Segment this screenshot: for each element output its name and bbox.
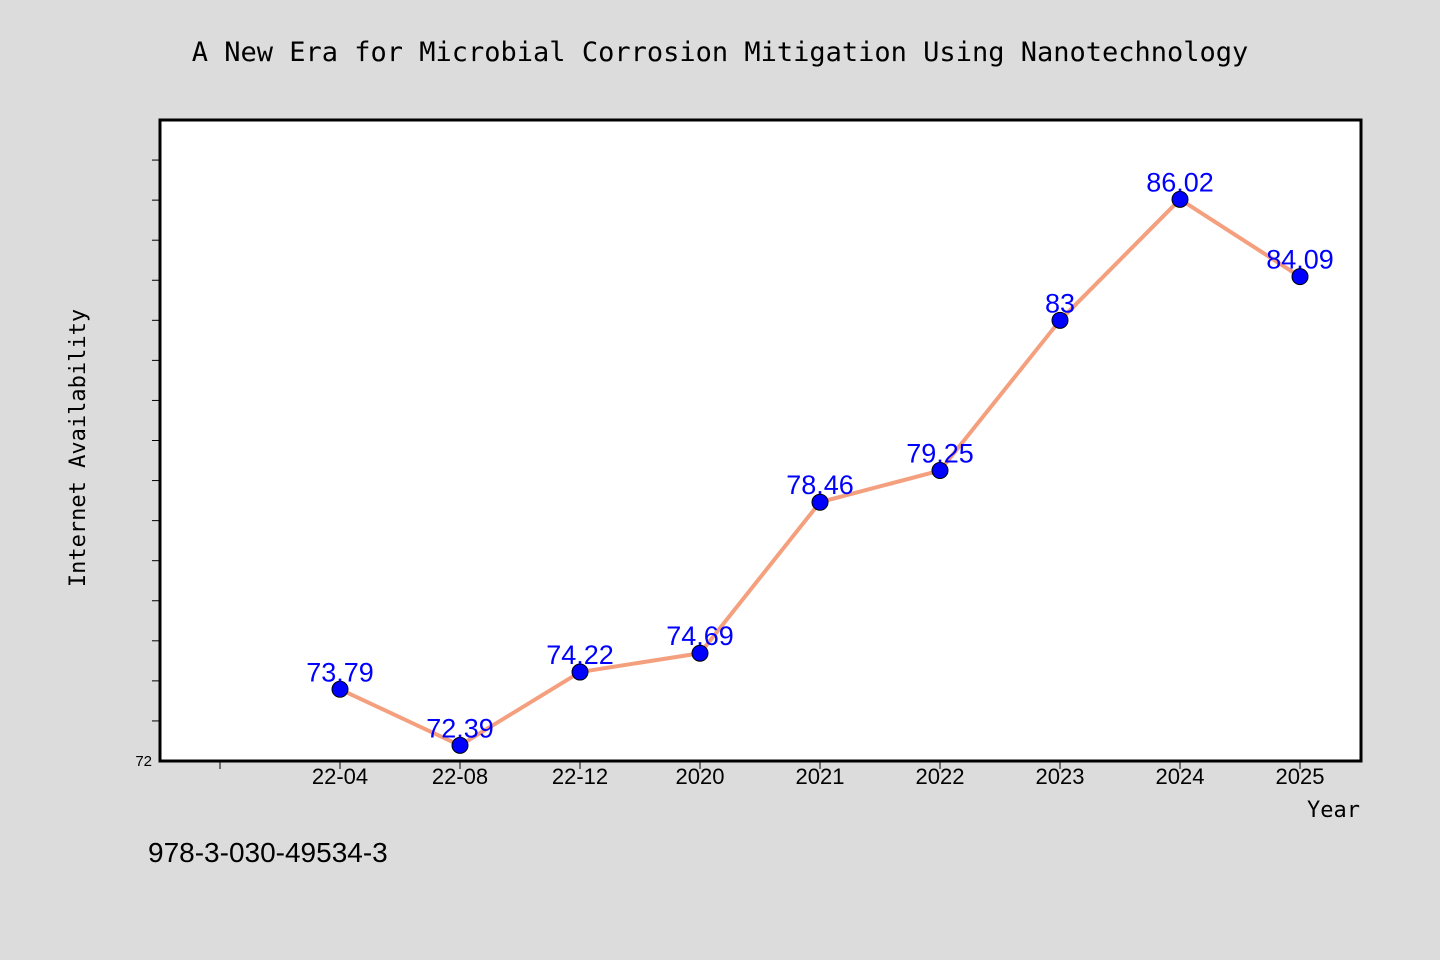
x-tick-label: 22-12 xyxy=(552,764,608,789)
data-point xyxy=(811,493,829,511)
plot-area xyxy=(158,118,1363,763)
data-point xyxy=(1171,190,1189,208)
x-tick-label: 22-08 xyxy=(432,764,488,789)
data-point xyxy=(1291,268,1309,286)
data-label: 73.79 xyxy=(306,657,374,687)
data-point xyxy=(571,663,589,681)
x-tick-label: 2023 xyxy=(1036,764,1085,789)
data-label: 78.46 xyxy=(786,470,854,500)
footer-id: 978-3-030-49534-3 xyxy=(148,837,388,868)
data-point xyxy=(331,680,349,698)
data-point xyxy=(931,462,949,480)
data-point xyxy=(1051,311,1069,329)
chart-title: A New Era for Microbial Corrosion Mitiga… xyxy=(192,37,1249,68)
y-axis-label: Internet Availability xyxy=(66,309,91,587)
data-label: 74.22 xyxy=(546,640,614,670)
x-axis-ticks: 22-04 22-08 22-12 2020 2021 2022 2023 2024 2025 xyxy=(219,761,1325,789)
x-tick-label: 2025 xyxy=(1276,764,1325,789)
y-tick-label: 72 xyxy=(135,753,152,770)
data-label: 79.25 xyxy=(906,439,974,469)
data-label: 72.39 xyxy=(426,713,494,743)
x-axis-label: Year xyxy=(1307,798,1360,823)
data-label: 84.09 xyxy=(1266,245,1334,275)
series-layer: 73.79 72.39 74.22 74.69 78.46 79.25 83 86.02 84.… xyxy=(306,167,1334,754)
data-point xyxy=(451,736,469,754)
data-label: 83 xyxy=(1045,288,1075,318)
data-label: 86.02 xyxy=(1146,167,1214,197)
x-tick-label: 2020 xyxy=(676,764,725,789)
x-tick-label: 22-04 xyxy=(312,764,368,789)
x-tick-label: 2022 xyxy=(916,764,965,789)
y-axis-ticks xyxy=(152,159,160,722)
data-point xyxy=(691,644,709,662)
x-tick-label: 2024 xyxy=(1156,764,1205,789)
x-tick-label: 2021 xyxy=(796,764,845,789)
data-label: 74.69 xyxy=(666,621,734,651)
